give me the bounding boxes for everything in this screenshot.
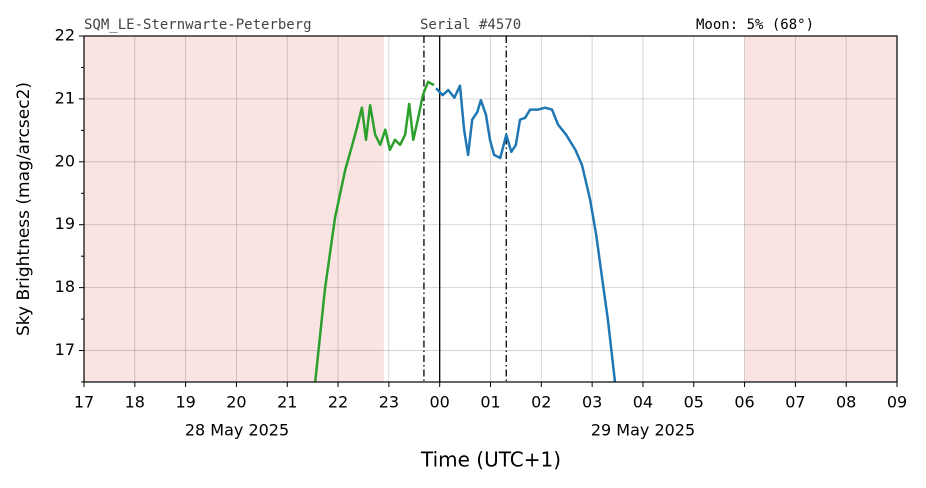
y-tick-label: 19	[55, 214, 75, 233]
x-tick-label: 07	[785, 393, 805, 412]
y-tick-label: 18	[55, 277, 75, 296]
x-tick-label: 09	[887, 393, 907, 412]
y-axis-label: Sky Brightness (mag/arcsec2)	[14, 82, 34, 336]
x-tick-label: 19	[175, 393, 195, 412]
night-region	[744, 36, 897, 382]
y-tick-label: 17	[55, 340, 75, 359]
night-region	[84, 36, 384, 382]
date-label: 29 May 2025	[591, 421, 695, 440]
x-tick-label: 20	[226, 393, 246, 412]
x-tick-label: 03	[582, 393, 602, 412]
x-tick-label: 01	[480, 393, 500, 412]
x-tick-label: 06	[734, 393, 754, 412]
x-tick-label: 22	[328, 393, 348, 412]
x-tick-label: 05	[684, 393, 704, 412]
plot-frame	[83, 35, 898, 383]
x-tick-label: 23	[379, 393, 399, 412]
x-tick-label: 17	[74, 393, 94, 412]
serial: Serial #4570	[420, 17, 521, 33]
brightness-line	[313, 80, 435, 382]
moon-info: Moon: 5% (68°)	[696, 17, 814, 33]
x-tick-label: 04	[633, 393, 653, 412]
y-tick-label: 22	[55, 26, 75, 45]
x-tick-label: 02	[531, 393, 551, 412]
brightness-line	[435, 84, 617, 382]
x-tick-label: 18	[125, 393, 145, 412]
y-tick-label: 21	[55, 88, 75, 107]
x-axis-label: Time (UTC+1)	[420, 448, 561, 472]
y-tick-label: 20	[55, 151, 75, 170]
station-name: SQM_LE-Sternwarte-Peterberg	[84, 17, 312, 33]
x-tick-label: 08	[836, 393, 856, 412]
x-tick-label: 00	[430, 393, 450, 412]
x-tick-label: 21	[277, 393, 297, 412]
date-label: 28 May 2025	[185, 421, 289, 440]
